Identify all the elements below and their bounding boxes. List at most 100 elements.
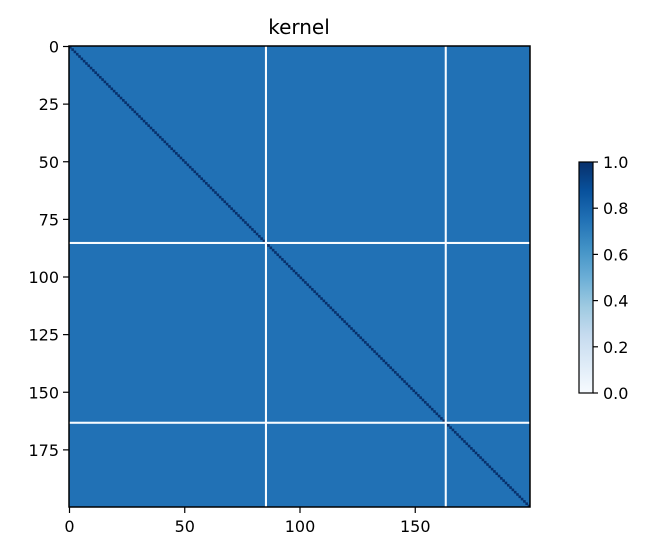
heatmap-diagonal-cell (343, 320, 346, 323)
heatmap-diagonal-cell (221, 198, 224, 201)
heatmap-diagonal-cell (389, 366, 392, 369)
heatmap-diagonal-cell (285, 262, 289, 266)
heatmap-diagonal-cell (366, 343, 369, 346)
heatmap-diagonal-cell (320, 297, 323, 300)
heatmap-diagonal-cell (188, 165, 192, 169)
heatmap-diagonal-cell (375, 352, 379, 356)
heatmap-diagonal-cell (368, 345, 372, 349)
heatmap-diagonal-cell (347, 324, 351, 328)
heatmap-area (69, 46, 531, 508)
colorbar-tick-label: 0.2 (603, 338, 628, 357)
y-tick-label: 75 (39, 210, 59, 229)
heatmap-diagonal-cell (290, 267, 293, 270)
heatmap-diagonal-cell (377, 354, 381, 358)
heatmap-diagonal-cell (525, 502, 528, 505)
y-tick-label: 100 (28, 268, 59, 287)
heatmap-diagonal-cell (251, 228, 254, 231)
heatmap-diagonal-cell (244, 221, 247, 224)
heatmap-diagonal-cell (163, 140, 167, 144)
heatmap-diagonal-cell (382, 359, 386, 363)
heatmap-diagonal-cell (223, 200, 227, 204)
heatmap-separator-row (69, 421, 530, 424)
heatmap-diagonal-cell (481, 458, 485, 462)
heatmap-diagonal-cell (89, 66, 93, 70)
heatmap-diagonal-cell (497, 474, 501, 478)
heatmap-diagonal-cell (456, 433, 459, 436)
heatmap-diagonal-cell (260, 237, 263, 240)
heatmap-diagonal-cell (170, 147, 174, 151)
heatmap-diagonal-cell (308, 285, 312, 289)
heatmap-diagonal-cell (338, 315, 342, 319)
x-axis: 0 50 100 150 (64, 507, 431, 536)
heatmap-diagonal-cell (110, 87, 114, 91)
heatmap-diagonal-cell (458, 435, 462, 439)
heatmap-diagonal-cell (329, 306, 333, 310)
heatmap-diagonal-cell (147, 124, 150, 127)
heatmap-diagonal-cell (98, 75, 102, 79)
heatmap-diagonal-cell (140, 117, 144, 121)
heatmap-diagonal-cell (345, 322, 349, 326)
heatmap-diagonal-cell (518, 495, 522, 499)
heatmap-diagonal-cell (179, 156, 183, 160)
heatmap-diagonal-cell (474, 451, 478, 455)
heatmap-diagonal-cell (276, 253, 280, 257)
heatmap-diagonal-cell (504, 481, 508, 485)
heatmap-diagonal-cell (131, 108, 134, 111)
heatmap-diagonal-cell (476, 453, 480, 457)
x-tick-label: 150 (400, 517, 431, 536)
heatmap-diagonal-cell (168, 145, 171, 148)
heatmap-diagonal-cell (313, 290, 316, 293)
y-tick-label: 150 (28, 383, 59, 402)
heatmap-diagonal-cell (334, 311, 337, 314)
heatmap-diagonal-cell (322, 299, 326, 303)
heatmap-diagonal-cell (218, 195, 222, 199)
heatmap-diagonal-cell (287, 264, 291, 268)
heatmap-diagonal-cell (101, 78, 104, 81)
heatmap-diagonal-cell (142, 119, 146, 123)
heatmap-diagonal-cell (502, 479, 505, 482)
heatmap-diagonal-cell (495, 472, 499, 476)
heatmap-diagonal-cell (278, 255, 282, 259)
heatmap-diagonal-cell (417, 394, 420, 397)
heatmap-diagonal-cell (80, 57, 84, 61)
heatmap-diagonal-cell (520, 497, 524, 501)
heatmap-diagonal-cell (357, 334, 360, 337)
heatmap-diagonal-cell (253, 230, 256, 233)
y-tick-label: 0 (49, 38, 59, 57)
heatmap-diagonal-cell (460, 437, 464, 441)
heatmap-diagonal-cell (391, 368, 395, 372)
colorbar-tick-label: 0.6 (603, 245, 628, 264)
heatmap-diagonal-cell (82, 59, 86, 63)
heatmap-diagonal-cell (513, 490, 517, 494)
heatmap-diagonal-cell (158, 135, 162, 139)
heatmap-diagonal-cell (292, 269, 296, 273)
heatmap-diagonal-cell (154, 131, 157, 134)
heatmap-diagonal-cell (202, 179, 206, 183)
heatmap-diagonal-cell (412, 389, 416, 393)
heatmap-diagonal-cell (437, 414, 441, 418)
heatmap-diagonal-cell (103, 80, 107, 84)
heatmap-diagonal-cell (216, 193, 220, 197)
heatmap-diagonal-cell (211, 188, 215, 192)
heatmap-diagonal-cell (435, 412, 439, 416)
heatmap-diagonal-cell (225, 202, 229, 206)
heatmap-diagonal-cell (400, 377, 404, 381)
heatmap-diagonal-cell (403, 380, 406, 383)
heatmap-diagonal-cell (387, 364, 390, 367)
heatmap-diagonal-cell (193, 170, 197, 174)
heatmap-diagonal-cell (419, 396, 422, 399)
heatmap-diagonal-cell (96, 73, 100, 77)
heatmap-diagonal-cell (398, 375, 402, 379)
heatmap-diagonal-cell (414, 391, 418, 395)
heatmap-separator-row (69, 241, 530, 244)
heatmap-diagonal-cell (117, 94, 121, 98)
heatmap-diagonal-cell (165, 142, 169, 146)
heatmap-diagonal-cell (156, 133, 160, 137)
heatmap-diagonal-cell (112, 89, 116, 93)
heatmap-diagonal-cell (493, 470, 496, 473)
heatmap-diagonal-cell (396, 373, 399, 376)
colorbar-tick-label: 0.0 (603, 384, 628, 403)
x-tick-label: 100 (285, 517, 316, 536)
heatmap-diagonal-cell (200, 177, 203, 180)
heatmap-diagonal-cell (172, 149, 176, 153)
